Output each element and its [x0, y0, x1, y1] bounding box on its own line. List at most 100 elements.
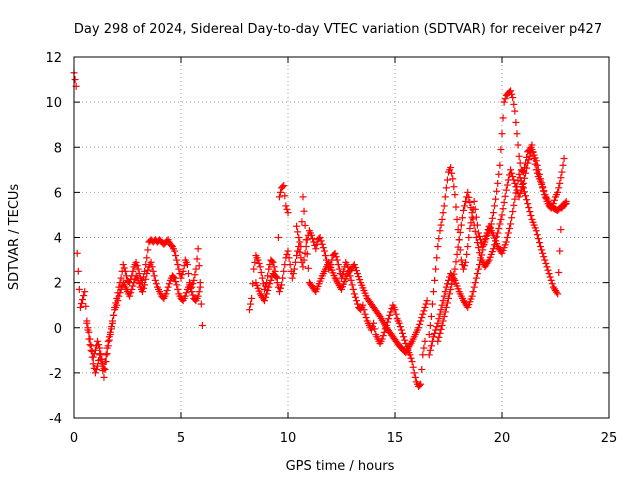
- data-point: [187, 284, 195, 292]
- data-point: [514, 141, 522, 149]
- data-point: [349, 285, 357, 293]
- data-point: [422, 300, 430, 308]
- data-point: [245, 306, 253, 314]
- data-point: [416, 381, 424, 389]
- data-point: [266, 280, 274, 288]
- data-point: [421, 337, 429, 345]
- data-point: [290, 265, 298, 273]
- data-point: [496, 161, 504, 169]
- data-point: [501, 192, 509, 200]
- data-point: [81, 288, 89, 296]
- data-point: [471, 227, 479, 235]
- data-point: [283, 205, 291, 213]
- data-point: [473, 239, 481, 247]
- data-point: [126, 292, 134, 300]
- data-point: [371, 325, 379, 333]
- data-point: [267, 276, 275, 284]
- data-point: [537, 243, 545, 251]
- data-point: [509, 94, 517, 102]
- data-point: [417, 380, 425, 388]
- data-point: [362, 314, 370, 322]
- data-point: [194, 245, 202, 253]
- data-point: [518, 183, 526, 191]
- data-point: [190, 276, 198, 284]
- data-point: [172, 252, 180, 260]
- data-point: [507, 87, 515, 95]
- data-point: [436, 227, 444, 235]
- data-point: [80, 292, 88, 300]
- data-point: [132, 258, 140, 266]
- data-point: [423, 297, 431, 305]
- data-point: [418, 365, 426, 373]
- data-point: [134, 265, 142, 273]
- data-point: [117, 274, 125, 282]
- y-tick-label: -2: [49, 367, 62, 382]
- data-point: [465, 234, 473, 241]
- data-point: [151, 276, 159, 284]
- data-point: [338, 274, 345, 282]
- data-point: [427, 312, 435, 320]
- data-point: [520, 174, 528, 182]
- data-point: [268, 257, 276, 265]
- data-point: [256, 263, 264, 271]
- data-point: [264, 272, 272, 280]
- data-point: [359, 301, 367, 309]
- data-point: [89, 353, 97, 361]
- data-point: [354, 270, 362, 278]
- data-point: [83, 319, 91, 327]
- data-point: [555, 184, 563, 192]
- data-point: [348, 281, 356, 289]
- data-point: [121, 267, 129, 275]
- chart-title: Day 298 of 2024, Sidereal Day-to-day VTE…: [74, 22, 602, 37]
- data-point: [170, 273, 178, 281]
- data-point: [427, 342, 435, 350]
- data-point: [392, 310, 400, 318]
- data-point: [395, 319, 403, 327]
- data-point: [425, 351, 433, 359]
- data-point: [152, 280, 160, 288]
- data-point: [127, 289, 135, 297]
- data-point: [95, 341, 103, 349]
- data-point: [172, 277, 180, 285]
- data-point: [416, 320, 424, 328]
- data-point: [181, 292, 189, 300]
- data-point: [250, 265, 258, 273]
- data-point: [519, 179, 527, 187]
- data-point: [498, 211, 506, 219]
- data-point: [510, 176, 518, 184]
- data-point: [257, 268, 265, 276]
- data-point: [128, 285, 136, 293]
- data-point: [192, 265, 200, 273]
- data-point: [439, 317, 447, 325]
- data-point: [94, 337, 102, 345]
- data-point: [120, 264, 128, 272]
- data-point: [470, 283, 478, 291]
- data-point: [441, 193, 449, 201]
- data-point: [351, 264, 359, 272]
- data-point: [524, 200, 532, 208]
- data-point: [540, 253, 548, 261]
- y-tick-label: 8: [54, 141, 62, 156]
- data-point: [288, 274, 296, 282]
- data-point: [511, 107, 519, 115]
- data-point: [494, 229, 502, 237]
- data-point: [352, 297, 360, 305]
- data-point: [408, 358, 416, 366]
- plot-frame: [73, 56, 610, 419]
- data-point: [465, 193, 473, 201]
- data-point: [504, 229, 512, 237]
- data-point: [116, 289, 124, 297]
- y-axis-label: SDTVAR / TECUs: [7, 184, 22, 291]
- data-point: [105, 333, 113, 341]
- data-point: [299, 193, 307, 201]
- data-point: [511, 179, 519, 187]
- data-point: [379, 332, 387, 340]
- data-point: [350, 290, 358, 298]
- data-point: [534, 235, 542, 243]
- data-point: [189, 291, 197, 299]
- data-point: [523, 196, 531, 204]
- data-point: [174, 261, 182, 269]
- data-point: [193, 255, 201, 263]
- data-point: [138, 288, 146, 296]
- x-tick-label: 20: [494, 431, 511, 446]
